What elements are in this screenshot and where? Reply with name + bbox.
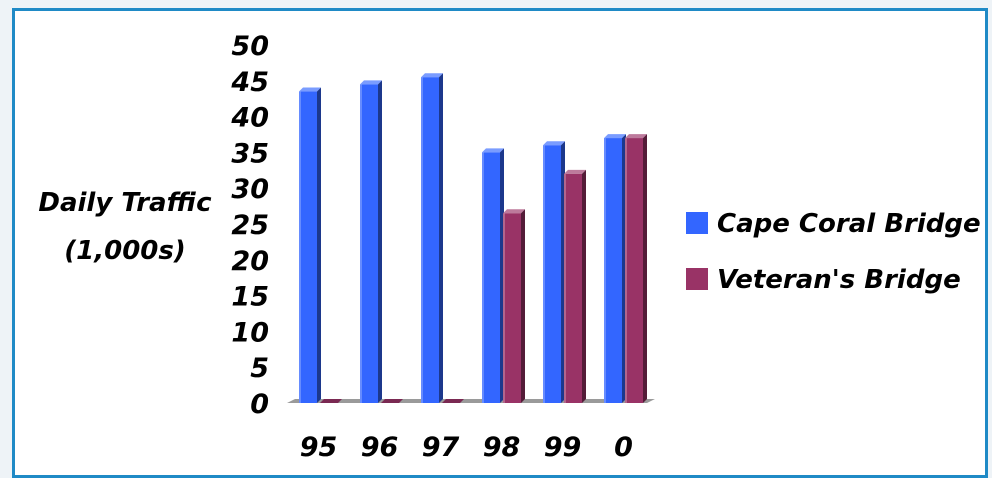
bar-cape-coral-95 [299, 87, 321, 403]
legend-swatch [686, 268, 708, 290]
bar-cape-coral-97 [421, 73, 443, 403]
y-tick-label: 30 [231, 174, 269, 205]
bar-cape-coral-0 [604, 134, 626, 403]
y-tick-label: 15 [231, 282, 269, 313]
x-tick-label: 0 [614, 432, 633, 463]
legend: Cape Coral Bridge Veteran's Bridge [686, 209, 981, 295]
y-tick-label: 20 [231, 246, 269, 277]
chart-floor [287, 399, 655, 403]
x-tick-label: 95 [300, 432, 338, 463]
bar-cape-coral-99 [543, 141, 565, 404]
y-axis-label-line2: (1,000s) [64, 236, 185, 266]
y-tick-label: 40 [230, 103, 269, 134]
y-axis-label-line1: Daily Traffic [38, 188, 212, 218]
x-tick-label: 96 [361, 432, 399, 463]
bar-veterans-0 [625, 134, 647, 403]
bar-veterans-99 [564, 169, 586, 403]
bar-veterans-95 [320, 399, 342, 403]
legend-label: Veteran's Bridge [717, 265, 961, 295]
y-tick-label: 25 [231, 210, 269, 241]
legend-label: Cape Coral Bridge [717, 209, 981, 239]
bar-chart: 0 5 10 15 20 25 30 35 40 45 50 95 96 97 98 99 0 Daily T… [38, 31, 981, 463]
x-tick-label: 97 [422, 432, 460, 463]
y-tick-label: 10 [231, 317, 269, 348]
x-tick-label: 98 [483, 432, 521, 463]
y-tick-label: 5 [250, 353, 269, 384]
legend-swatch [686, 212, 708, 234]
bar-cape-coral-98 [482, 148, 504, 403]
y-tick-label: 45 [230, 67, 269, 98]
bar-veterans-98 [503, 209, 525, 403]
bar-veterans-96 [381, 399, 403, 403]
y-tick-label: 50 [231, 31, 269, 62]
x-tick-label: 99 [544, 432, 582, 463]
bar-cape-coral-96 [360, 80, 382, 403]
y-tick-label: 0 [250, 389, 269, 420]
chart-frame: 0 5 10 15 20 25 30 35 40 45 50 95 96 97 98 99 0 Daily T… [12, 8, 988, 478]
y-tick-label: 35 [231, 138, 269, 169]
bar-veterans-97 [442, 399, 464, 403]
